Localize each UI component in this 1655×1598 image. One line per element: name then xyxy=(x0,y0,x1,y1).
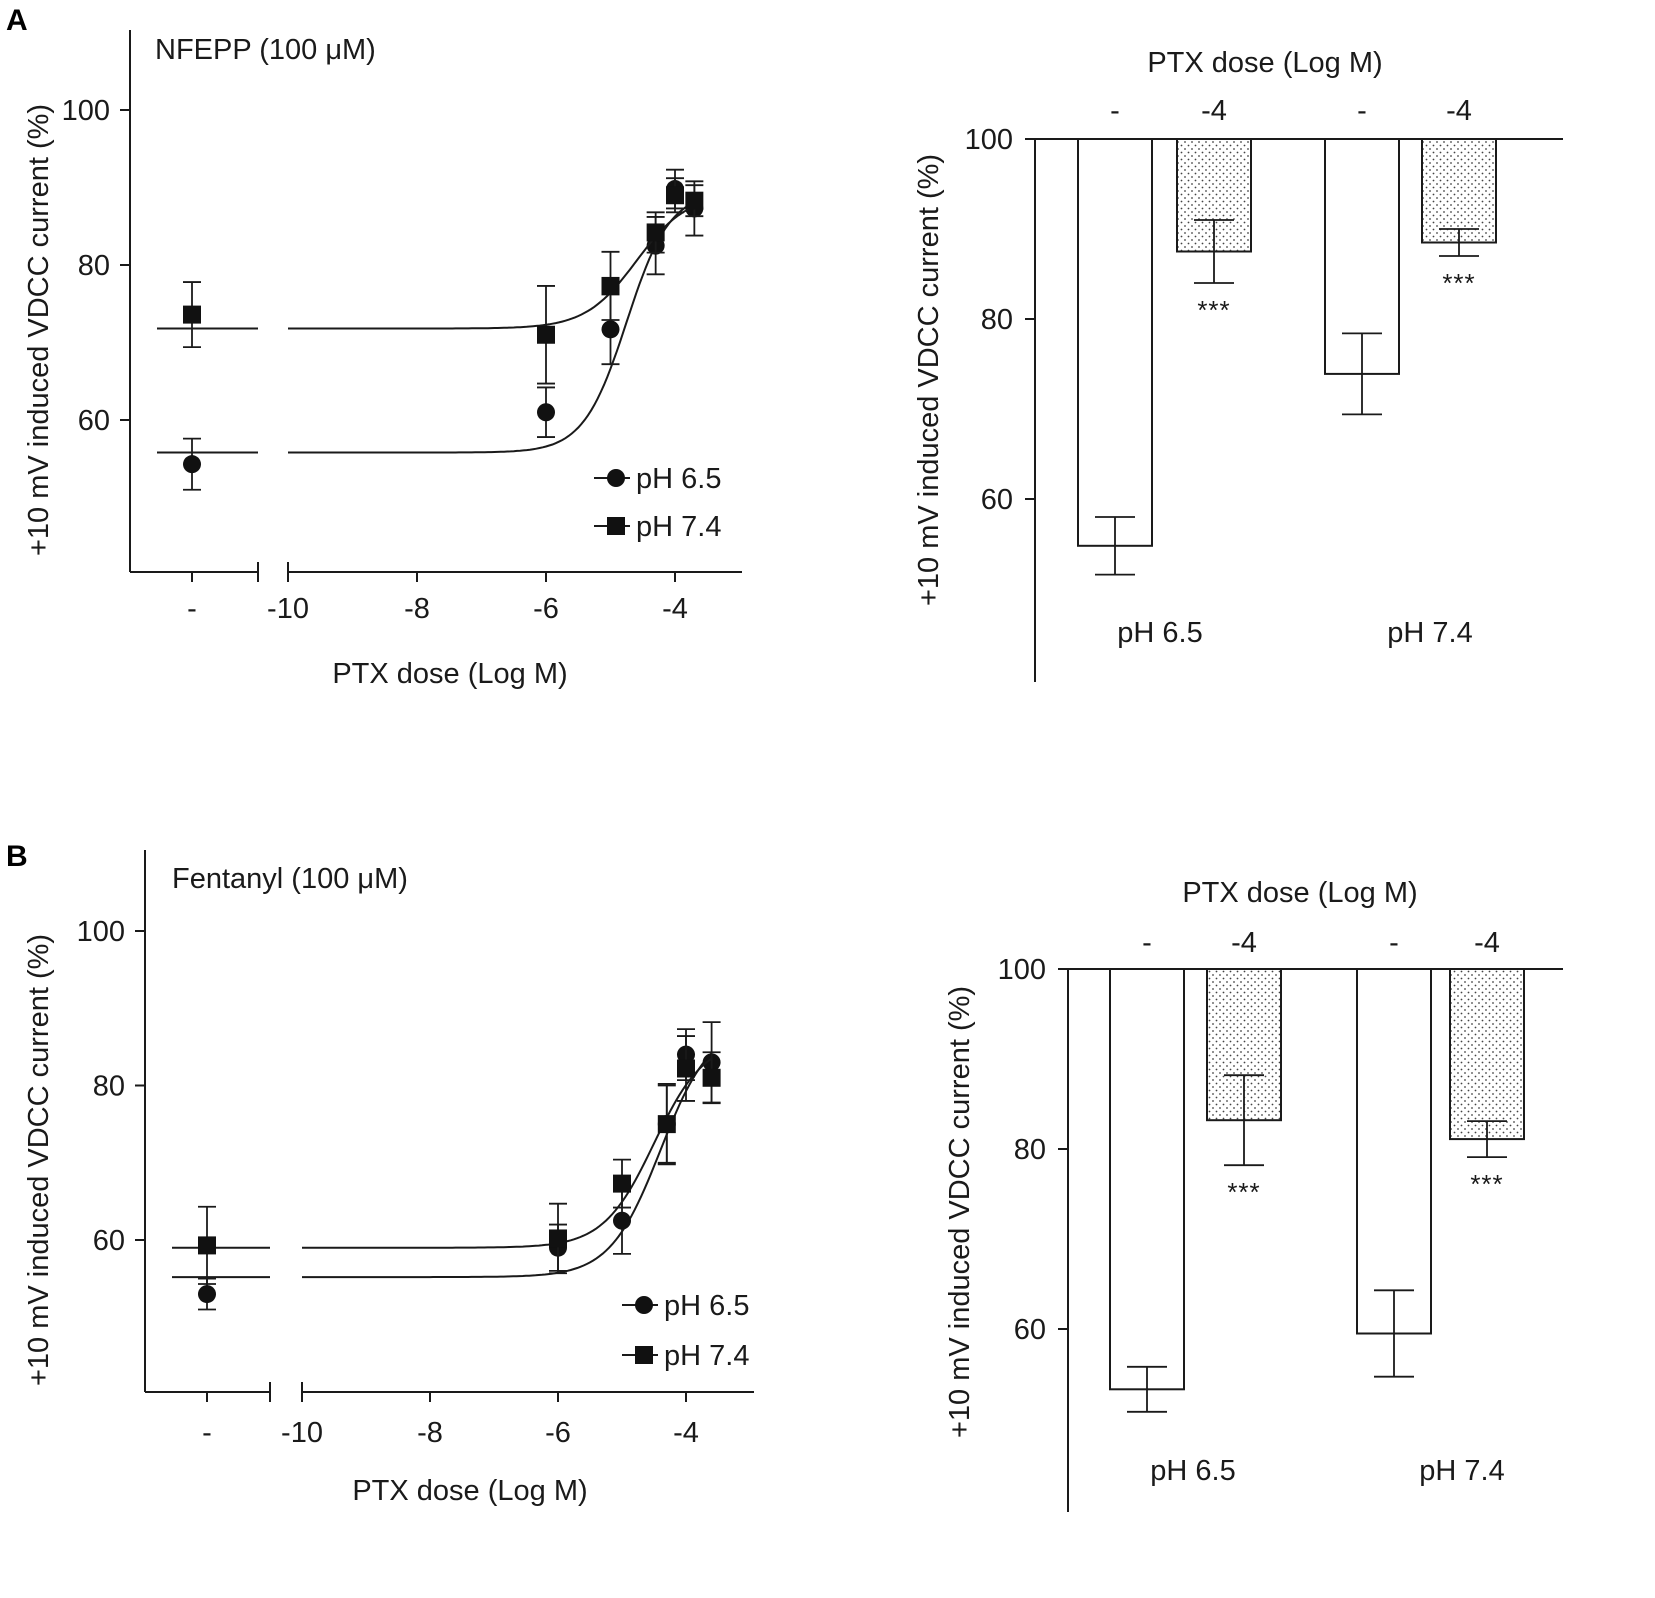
data-point-square xyxy=(646,223,665,242)
data-point-square xyxy=(601,276,620,295)
data-point-square xyxy=(549,1229,567,1248)
y-tick-label: 100 xyxy=(998,954,1046,986)
data-point-square xyxy=(183,305,201,324)
data-point-circle xyxy=(198,1285,216,1304)
category-label: pH 7.4 xyxy=(1419,1455,1504,1487)
significance-marker: *** xyxy=(1197,295,1230,325)
y-tick-label: 100 xyxy=(62,95,110,127)
y-tick-label: 100 xyxy=(77,916,125,948)
panel-a: A 60 80 100 - -10 -8 -6 -4 NFEPP (100 μM) PTX dos… xyxy=(6,4,1563,690)
dose-response-chart-a: 60 80 100 - -10 -8 -6 -4 NFEPP (100 μM) PTX dose … xyxy=(23,30,742,690)
y-tick-label: 80 xyxy=(1014,1134,1046,1166)
category-label: pH 6.5 xyxy=(1150,1455,1235,1487)
bar-chart-b: 60 80 100 +10 mV induced VDCC current (%) PT… xyxy=(944,877,1563,1512)
dose-label: - xyxy=(1357,95,1367,127)
legend-marker-square xyxy=(607,517,625,535)
data-point-circle xyxy=(183,455,201,474)
panel-b: B 60 80 100 - -10 -8 -6 -4 Fentanyl (100 μM) PTX … xyxy=(6,840,1563,1512)
x-tick-label: -10 xyxy=(281,1417,323,1449)
data-point-circle xyxy=(613,1211,631,1230)
y-axis-label: +10 mV induced VDCC current (%) xyxy=(23,104,55,556)
legend-label: pH 7.4 xyxy=(664,1340,749,1372)
dose-label: -4 xyxy=(1201,95,1227,127)
x-tick-label: -8 xyxy=(417,1417,443,1449)
significance-marker: *** xyxy=(1442,268,1475,298)
legend-marker-circle xyxy=(607,469,625,487)
fit-curve-ph74 xyxy=(302,1057,713,1249)
dose-label: - xyxy=(1389,927,1399,959)
panel-letter-b: B xyxy=(6,840,28,873)
data-point-square xyxy=(198,1236,216,1255)
significance-marker: *** xyxy=(1227,1177,1260,1207)
x-tick-label: - xyxy=(202,1417,212,1449)
category-label: pH 7.4 xyxy=(1387,617,1472,649)
dose-label: -4 xyxy=(1474,927,1500,959)
dose-label: -4 xyxy=(1446,95,1472,127)
legend-label: pH 7.4 xyxy=(636,511,721,543)
x-tick-label: -8 xyxy=(404,593,430,625)
x-tick-label: -10 xyxy=(267,593,309,625)
x-tick-label: -6 xyxy=(533,593,559,625)
chart-title: NFEPP (100 μM) xyxy=(155,34,376,66)
significance-marker: *** xyxy=(1470,1169,1503,1199)
y-tick-label: 60 xyxy=(78,405,110,437)
dose-response-chart-b: 60 80 100 - -10 -8 -6 -4 Fentanyl (100 μM) PTX do… xyxy=(23,850,754,1507)
fit-curve-ph74 xyxy=(288,202,702,330)
y-axis-label: +10 mV induced VDCC current (%) xyxy=(944,986,976,1438)
legend-label: pH 6.5 xyxy=(664,1290,749,1322)
y-tick-label: 80 xyxy=(78,250,110,282)
legend-marker-circle xyxy=(635,1296,653,1314)
x-tick-label: -4 xyxy=(662,593,688,625)
x-axis-label: PTX dose (Log M) xyxy=(352,1475,587,1507)
data-point-square xyxy=(537,325,555,344)
y-axis-label: +10 mV induced VDCC current (%) xyxy=(23,934,55,1386)
bar-ptx xyxy=(1421,138,1497,244)
bar-control xyxy=(1109,968,1185,1391)
data-point-square xyxy=(666,186,684,205)
panel-letter-a: A xyxy=(6,4,28,37)
y-tick-label: 100 xyxy=(965,124,1013,156)
bar-control xyxy=(1077,138,1153,547)
legend-label: pH 6.5 xyxy=(636,463,721,495)
bar-ptx xyxy=(1449,968,1525,1141)
data-point-square xyxy=(677,1059,695,1078)
dose-label: - xyxy=(1142,927,1152,959)
data-point-circle xyxy=(601,320,620,339)
y-tick-label: 60 xyxy=(1014,1314,1046,1346)
dose-label: - xyxy=(1110,95,1120,127)
category-label: pH 6.5 xyxy=(1117,617,1202,649)
y-tick-label: 60 xyxy=(93,1225,125,1257)
dose-label: -4 xyxy=(1231,927,1257,959)
data-point-square xyxy=(685,191,704,210)
fit-curve-ph65 xyxy=(288,198,702,454)
x-tick-label: -6 xyxy=(545,1417,571,1449)
y-tick-label: 80 xyxy=(93,1071,125,1103)
y-axis-label: +10 mV induced VDCC current (%) xyxy=(913,154,945,606)
data-point-square xyxy=(613,1174,631,1193)
data-point-square xyxy=(657,1115,676,1134)
y-tick-label: 80 xyxy=(981,304,1013,336)
legend-marker-square xyxy=(635,1346,653,1364)
fit-curve-ph65 xyxy=(302,1052,713,1279)
bar-control xyxy=(1356,968,1432,1335)
bar-chart-a: 60 80 100 +10 mV induced VDCC current (%) PT… xyxy=(913,47,1563,682)
data-point-circle xyxy=(537,403,555,422)
x-tick-label: - xyxy=(187,593,197,625)
data-point-square xyxy=(702,1068,721,1087)
x-tick-label: -4 xyxy=(673,1417,699,1449)
x-axis-label: PTX dose (Log M) xyxy=(1182,877,1417,909)
y-tick-label: 60 xyxy=(981,484,1013,516)
chart-title: Fentanyl (100 μM) xyxy=(172,863,408,895)
x-axis-label: PTX dose (Log M) xyxy=(1147,47,1382,79)
x-axis-label: PTX dose (Log M) xyxy=(332,658,567,690)
